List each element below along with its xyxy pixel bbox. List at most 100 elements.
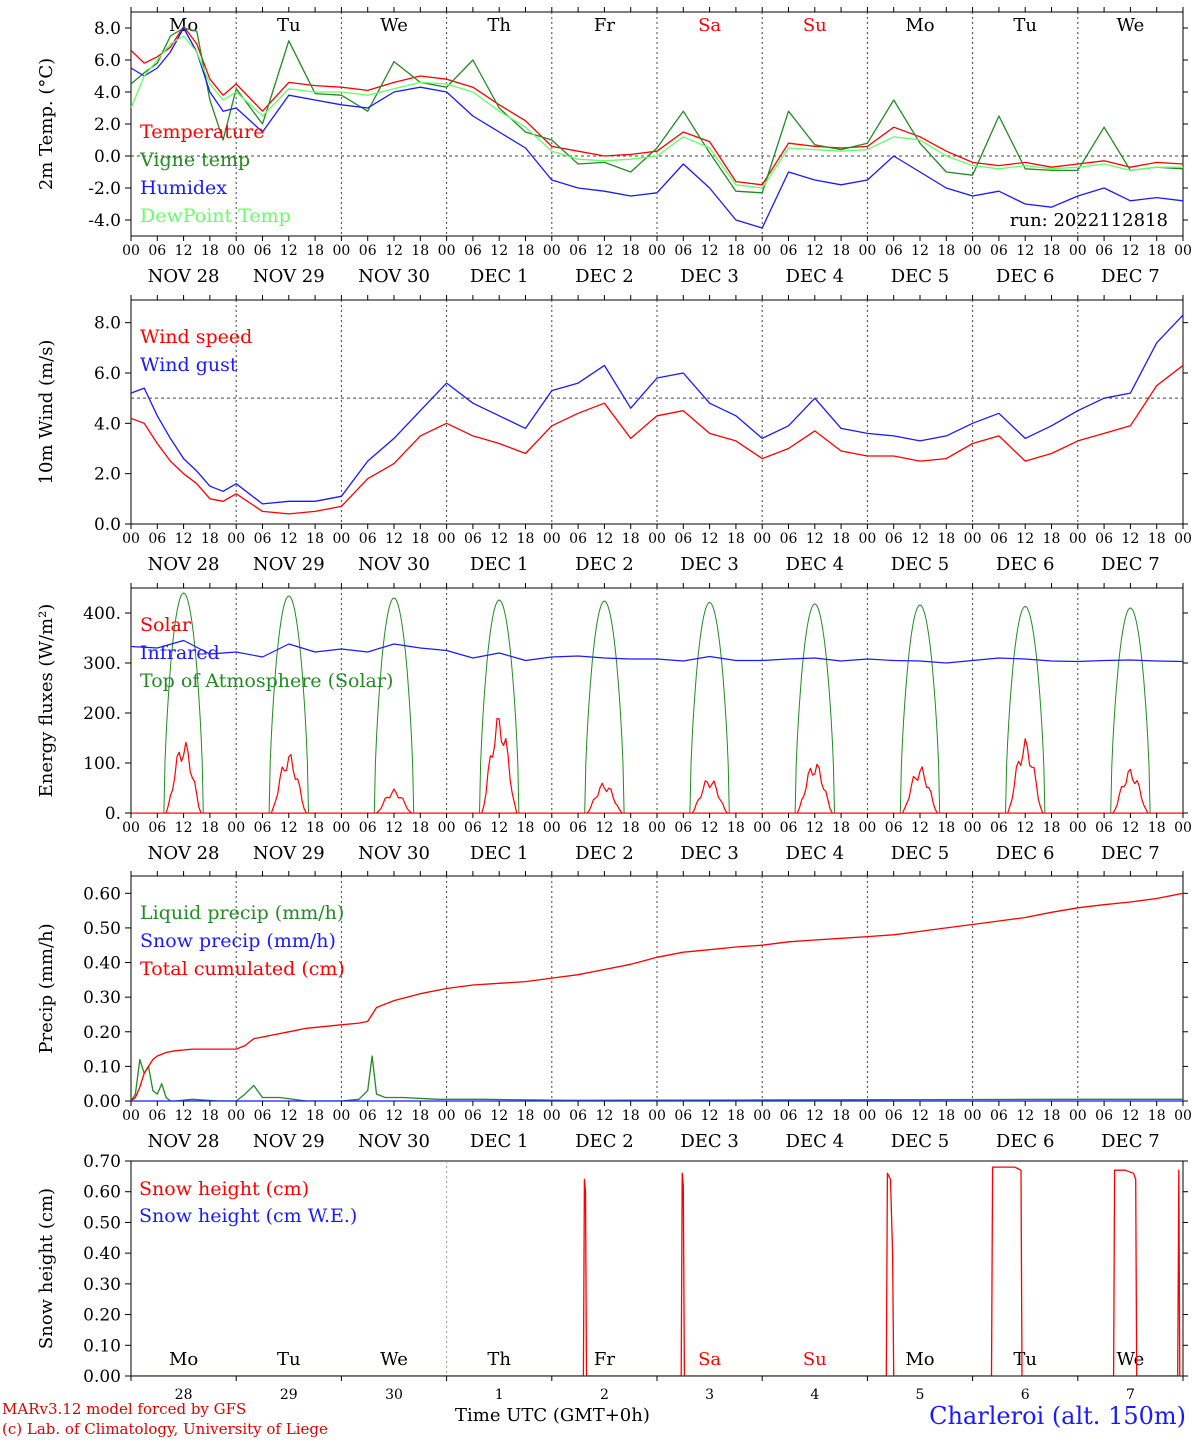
hour-tick-label: 12 <box>1121 1108 1139 1124</box>
weekday-label: We <box>1117 15 1145 36</box>
date-label: NOV 28 <box>148 843 220 864</box>
weekday-label: We <box>380 1349 408 1370</box>
y-tick-label: -4.0 <box>88 211 121 231</box>
meteogram: -4.0 -2.0 0.0 2.0 4.0 6.0 8.0 2m Temp. (°C) 00 06… <box>36 7 1192 1400</box>
y-tick-label: 0.50 <box>83 919 121 939</box>
hour-tick-label: 12 <box>175 531 193 547</box>
hour-tick-label: 12 <box>175 243 193 259</box>
hour-tick-label: 12 <box>175 820 193 836</box>
toa-solar-line <box>1005 606 1046 813</box>
date-label: DEC 5 <box>891 266 950 287</box>
solar-line <box>586 782 623 813</box>
hour-tick-label: 00 <box>648 243 666 259</box>
hour-tick-label: 12 <box>1121 820 1139 836</box>
hour-tick-label: 12 <box>1016 531 1034 547</box>
hour-tick-label: 00 <box>122 243 140 259</box>
toa-solar-line <box>899 604 941 813</box>
date-label: DEC 3 <box>680 554 739 575</box>
hour-tick-label: 00 <box>332 1108 350 1124</box>
hour-tick-label: 18 <box>517 531 535 547</box>
hour-tick-label: 00 <box>543 820 561 836</box>
day-number-label: 2 <box>600 1387 609 1400</box>
hour-tick-label: 00 <box>122 531 140 547</box>
hour-tick-label: 06 <box>885 1108 903 1124</box>
hour-tick-label: 18 <box>1043 243 1061 259</box>
hour-tick-label: 06 <box>1095 820 1113 836</box>
hour-tick-label: 06 <box>569 531 587 547</box>
weekday-label: Th <box>487 1349 511 1370</box>
hour-tick-label: 12 <box>175 1108 193 1124</box>
hour-tick-label: 12 <box>280 243 298 259</box>
hour-tick-label: 00 <box>1174 820 1192 836</box>
y-tick-label: 8.0 <box>94 19 121 39</box>
hour-tick-label: 12 <box>1016 243 1034 259</box>
hour-tick-label: 06 <box>254 1108 272 1124</box>
hour-tick-label: 18 <box>937 1108 955 1124</box>
hour-tick-label: 06 <box>464 531 482 547</box>
day-number-label: 28 <box>175 1387 193 1400</box>
hour-tick-label: 18 <box>832 820 850 836</box>
panel-precip: 0.00 0.10 0.20 0.30 0.40 0.50 0.60 Precip (mm/h… <box>36 871 1192 1152</box>
y-axis-label: Precip (mm/h) <box>36 923 57 1053</box>
hour-tick-label: 18 <box>622 531 640 547</box>
y-tick-label: 8.0 <box>94 314 121 334</box>
y-tick-label: 2.0 <box>94 115 121 135</box>
hour-tick-label: 18 <box>201 1108 219 1124</box>
hour-tick-label: 18 <box>727 531 745 547</box>
hour-tick-label: 00 <box>332 531 350 547</box>
hour-tick-label: 00 <box>964 1108 982 1124</box>
hour-tick-label: 18 <box>517 1108 535 1124</box>
hour-tick-label: 00 <box>1174 531 1192 547</box>
hour-tick-label: 06 <box>1095 1108 1113 1124</box>
weekday-label: Sa <box>698 15 721 36</box>
hour-tick-label: 18 <box>1148 243 1166 259</box>
hour-tick-label: 18 <box>832 243 850 259</box>
hour-tick-label: 00 <box>543 1108 561 1124</box>
hour-tick-label: 12 <box>911 820 929 836</box>
hour-tick-label: 00 <box>858 531 876 547</box>
hour-tick-label: 18 <box>727 243 745 259</box>
weekday-label: We <box>380 15 408 36</box>
hour-tick-label: 12 <box>911 243 929 259</box>
y-tick-label: 0.40 <box>83 1244 121 1264</box>
hour-tick-label: 12 <box>701 531 719 547</box>
date-label: DEC 1 <box>470 266 529 287</box>
series-line-temperature <box>131 25 1183 186</box>
solar-line <box>691 780 728 813</box>
weekday-label: Mo <box>905 15 934 36</box>
day-number-label: 29 <box>280 1387 298 1400</box>
hour-tick-label: 00 <box>227 820 245 836</box>
y-axis-label: Snow height (cm) <box>36 1188 57 1349</box>
date-label: NOV 30 <box>358 554 430 575</box>
series-group <box>131 314 1183 515</box>
hour-tick-label: 00 <box>227 1108 245 1124</box>
hour-tick-label: 18 <box>411 820 429 836</box>
hour-tick-label: 06 <box>464 1108 482 1124</box>
hour-tick-label: 00 <box>753 820 771 836</box>
y-tick-label: 4.0 <box>94 414 121 434</box>
hour-tick-label: 00 <box>1069 531 1087 547</box>
hour-tick-label: 12 <box>806 243 824 259</box>
legend-entry: Top of Atmosphere (Solar) <box>140 670 393 692</box>
hour-tick-label: 06 <box>990 531 1008 547</box>
hour-tick-label: 12 <box>595 531 613 547</box>
weekday-label: Mo <box>169 15 198 36</box>
hour-tick-label: 06 <box>254 243 272 259</box>
hour-tick-label: 00 <box>227 531 245 547</box>
y-tick-label: 300. <box>83 654 121 674</box>
hour-tick-label: 12 <box>280 820 298 836</box>
hour-tick-label: 18 <box>517 243 535 259</box>
hour-tick-label: 18 <box>411 1108 429 1124</box>
y-tick-label: 0.70 <box>83 1152 121 1172</box>
date-label: DEC 4 <box>786 1131 845 1152</box>
panel-energy: 0. 100. 200. 300. 400. Energy fluxes (W/m²) 00… <box>36 583 1192 864</box>
date-label: NOV 29 <box>253 554 325 575</box>
hour-tick-label: 18 <box>622 820 640 836</box>
hour-tick-label: 06 <box>569 1108 587 1124</box>
legend-entry: Solar <box>140 614 192 636</box>
y-tick-label: 0.30 <box>83 988 121 1008</box>
date-label: DEC 6 <box>996 843 1055 864</box>
hour-tick-label: 12 <box>490 243 508 259</box>
legend-entry: Humidex <box>140 177 227 199</box>
lab-credit: (c) Lab. of Climatology, University of L… <box>2 1420 328 1438</box>
